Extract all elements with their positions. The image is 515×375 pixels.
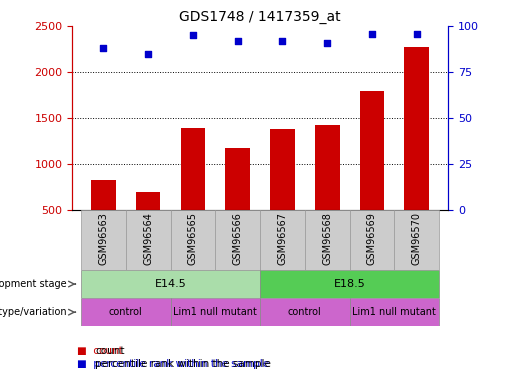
Point: [234, 38, 242, 44]
Point: [189, 33, 197, 39]
Bar: [170, 298, 260, 326]
Text: ■  percentile rank within the sample: ■ percentile rank within the sample: [77, 359, 269, 369]
Bar: [91, 180, 116, 256]
Title: GDS1748 / 1417359_at: GDS1748 / 1417359_at: [179, 10, 341, 24]
Text: count: count: [95, 346, 125, 355]
Bar: [404, 47, 429, 256]
Text: E14.5: E14.5: [154, 279, 186, 289]
Bar: [181, 128, 205, 256]
Text: GSM96563: GSM96563: [98, 212, 109, 265]
Bar: [170, 210, 215, 270]
Bar: [215, 210, 260, 270]
Text: ■  count: ■ count: [77, 346, 123, 355]
Text: GSM96567: GSM96567: [278, 212, 287, 265]
Point: [323, 40, 331, 46]
Text: development stage: development stage: [0, 279, 67, 289]
Text: E18.5: E18.5: [334, 279, 366, 289]
Text: GSM96569: GSM96569: [367, 212, 377, 265]
Point: [368, 31, 376, 37]
Bar: [350, 298, 439, 326]
Text: control: control: [109, 307, 143, 317]
Bar: [359, 92, 384, 256]
Bar: [81, 210, 126, 270]
Text: GSM96570: GSM96570: [411, 212, 422, 265]
Bar: [260, 270, 439, 298]
Bar: [126, 210, 170, 270]
Point: [99, 45, 108, 51]
Text: control: control: [288, 307, 322, 317]
Text: GSM96568: GSM96568: [322, 212, 332, 265]
Bar: [260, 210, 305, 270]
Text: GSM96564: GSM96564: [143, 212, 153, 265]
Text: Lim1 null mutant: Lim1 null mutant: [174, 307, 258, 317]
Bar: [260, 298, 350, 326]
Bar: [81, 270, 260, 298]
Text: genotype/variation: genotype/variation: [0, 307, 67, 317]
Point: [278, 38, 286, 44]
Bar: [226, 148, 250, 256]
Bar: [350, 210, 394, 270]
Point: [144, 51, 152, 57]
Text: percentile rank within the sample: percentile rank within the sample: [95, 359, 271, 369]
Bar: [315, 126, 339, 256]
Point: [413, 31, 421, 37]
Text: GSM96565: GSM96565: [188, 212, 198, 265]
Bar: [305, 210, 350, 270]
Bar: [136, 192, 161, 256]
Text: GSM96566: GSM96566: [233, 212, 243, 265]
Text: Lim1 null mutant: Lim1 null mutant: [352, 307, 436, 317]
Bar: [394, 210, 439, 270]
Bar: [81, 298, 170, 326]
Bar: [270, 129, 295, 256]
